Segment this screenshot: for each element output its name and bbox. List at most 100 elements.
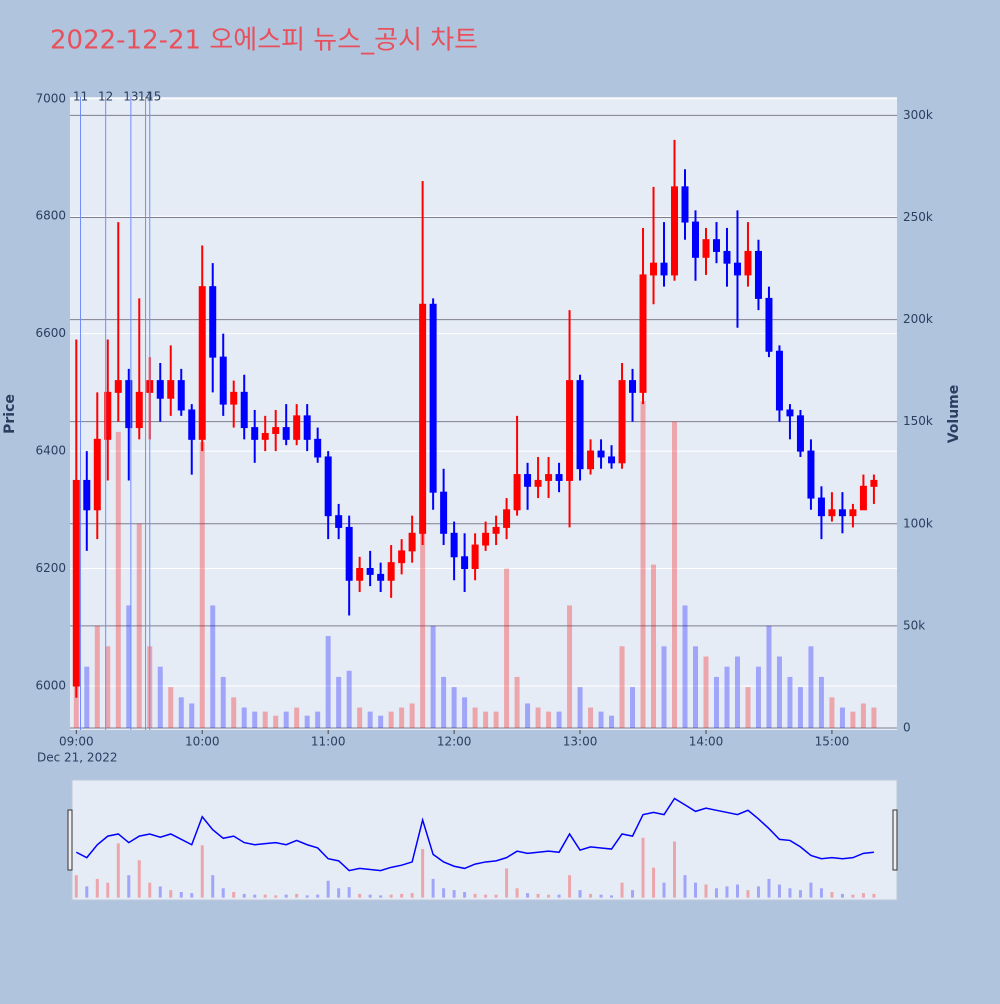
volume-bar <box>231 697 237 728</box>
slider-volume-bar <box>840 893 844 898</box>
slider-volume-bar <box>610 895 614 898</box>
volume-bar <box>472 707 478 728</box>
slider-volume-bar <box>578 890 582 898</box>
slider-volume-bar <box>641 837 645 898</box>
volume-bar <box>115 431 121 728</box>
y-tick-label: 6200 <box>35 561 66 575</box>
volume-bar <box>766 625 772 728</box>
slider-volume-bar <box>95 878 99 898</box>
volume-bar <box>661 646 667 728</box>
slider-volume-bar <box>400 893 404 898</box>
volume-bar <box>651 564 657 728</box>
slider-volume-bar <box>515 888 519 898</box>
candle-body <box>251 427 259 440</box>
candle-body <box>114 380 122 393</box>
slider-volume-bar <box>505 868 509 898</box>
volume-bar <box>262 711 268 728</box>
y-tick-label: 6800 <box>35 209 66 223</box>
candle-body <box>807 450 815 499</box>
slider-price-line <box>75 797 874 872</box>
volume-bar <box>304 715 310 728</box>
slider-volume-bar <box>431 878 435 898</box>
slider-volume-bar <box>557 894 561 898</box>
candle-body <box>167 380 175 399</box>
volume-bar <box>829 697 835 728</box>
candle-body <box>125 380 133 429</box>
x-date-label: Dec 21, 2022 <box>37 751 117 765</box>
volume-bar <box>483 711 489 728</box>
candle-body <box>419 303 427 534</box>
volume-bar <box>525 703 531 728</box>
volume-bar <box>346 670 352 728</box>
y2-tick-label: 100k <box>903 516 933 530</box>
candle-body <box>387 562 395 581</box>
volume-bar <box>94 625 100 728</box>
candle-body <box>219 356 227 405</box>
volume-bar <box>283 711 289 728</box>
y-tick-label: 7000 <box>35 91 66 105</box>
slider-volume-bar <box>232 892 236 898</box>
slider-volume-bar <box>169 890 173 898</box>
annotation-label: 12 <box>98 90 113 104</box>
candle-body <box>534 479 542 487</box>
slider-volume-bar <box>547 894 551 898</box>
candle-body <box>775 350 783 411</box>
volume-bar <box>860 703 866 728</box>
volume-bar <box>199 442 205 728</box>
x-tick-label: 13:00 <box>563 735 598 749</box>
volume-bar <box>367 711 373 728</box>
volume-bar <box>745 687 751 728</box>
candle-body <box>324 456 332 517</box>
candle-body <box>461 556 469 570</box>
candle-body <box>712 239 720 252</box>
volume-bar <box>178 697 184 728</box>
slider-volume-bar <box>568 875 572 898</box>
range-slider[interactable] <box>71 779 898 901</box>
volume-bar <box>577 687 583 728</box>
plot-area <box>70 97 897 730</box>
slider-volume-bar <box>347 887 351 898</box>
volume-bar <box>378 715 384 728</box>
volume-bar <box>451 687 457 728</box>
candle-body <box>198 286 206 440</box>
slider-volume-bar <box>735 884 739 898</box>
slider-volume-bar <box>851 894 855 898</box>
slider-volume-bar <box>442 888 446 898</box>
slider-volume-bar <box>725 886 729 898</box>
volume-bar <box>388 711 394 728</box>
candle-body <box>786 409 794 417</box>
slider-volume-bar <box>484 894 488 898</box>
slider-volume-bar <box>830 892 834 898</box>
slider-volume-bar <box>872 893 876 898</box>
candle-body <box>408 532 416 552</box>
slider-volume-bar <box>599 894 603 898</box>
volume-bar <box>808 646 814 728</box>
slider-volume-bar <box>662 882 666 898</box>
candle-body <box>209 286 217 358</box>
candle-body <box>93 438 101 511</box>
slider-volume-bar <box>253 894 257 898</box>
candle-body <box>671 186 679 276</box>
slider-volume-bar <box>704 884 708 898</box>
volume-bar <box>514 676 520 728</box>
slider-volume-bar <box>777 884 781 898</box>
slider-handle <box>67 809 73 871</box>
volume-bar <box>126 605 132 728</box>
candle-body <box>513 474 521 511</box>
slider-volume-bar <box>861 893 865 898</box>
y-axis-title: Price <box>2 394 18 434</box>
candle-body <box>356 568 364 581</box>
slider-volume-bar <box>809 882 813 898</box>
candle-body <box>482 532 490 546</box>
candle-body <box>156 380 164 399</box>
slider-volume-bar <box>788 888 792 898</box>
candle-body <box>471 544 479 570</box>
slider-volume-bar <box>305 895 309 898</box>
volume-bar <box>325 636 331 728</box>
slider-handle <box>892 809 898 871</box>
candle-body <box>597 450 605 458</box>
candle-body <box>366 568 374 575</box>
candle-body <box>314 438 322 458</box>
slider-volume-bar <box>158 886 162 898</box>
